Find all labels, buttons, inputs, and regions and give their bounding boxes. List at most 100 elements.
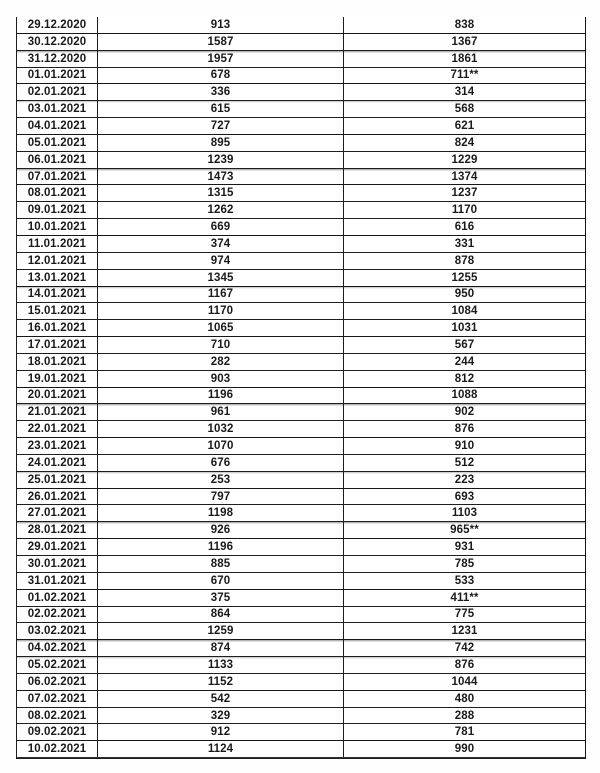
date-cell: 18.01.2021 [17,353,98,370]
date-cell: 05.02.2021 [17,657,98,673]
date-cell: 29.01.2021 [17,539,98,555]
value-1-cell: 374 [98,235,344,252]
date-cell: 03.01.2021 [17,101,98,118]
value-2-cell: 838 [454,18,475,31]
value-1-cell: 375 [98,589,344,606]
date-cell: 10.02.2021 [17,741,98,758]
table-row: 18.01.2021 282 244 [17,353,585,371]
date-cell: 17.01.2021 [17,337,98,353]
value-2-cell: 693 [454,490,475,503]
value-2-cell: 824 [454,136,475,149]
table-row: 06.02.2021 1152 1044 [17,673,585,691]
table-row: 02.02.2021 864 775 [17,606,585,624]
value-1-cell: 615 [98,101,344,118]
value-2-cell: 1088 [451,389,478,402]
table-row: 05.02.2021 1133 876 [17,657,585,674]
value-1-cell: 1315 [98,185,344,202]
value-2-cell: 567 [454,338,475,351]
table-row: 17.01.2021 710 567 [17,337,585,354]
table-row: 27.01.2021 1198 1103 [17,505,585,523]
value-1-cell: 1239 [98,151,344,168]
table-row: 08.01.2021 1315 1237 [17,185,585,203]
value-1-cell: 1259 [98,623,344,640]
value-1-cell: 903 [98,370,344,387]
value-2-cell: 244 [454,355,475,368]
date-cell: 14.01.2021 [17,286,98,303]
value-1-cell: 1345 [98,269,344,286]
date-cell: 26.01.2021 [17,488,98,505]
date-cell: 06.02.2021 [17,673,98,690]
date-cell: 25.01.2021 [17,471,98,488]
value-1-cell: 1065 [98,320,344,337]
table-row: 10.01.2021 669 616 [17,219,585,236]
value-2-cell: 533 [454,574,475,587]
date-cell: 01.01.2021 [17,67,98,84]
date-cell: 19.01.2021 [17,370,98,387]
value-1-cell: 864 [98,606,344,623]
table-row: 10.02.2021 1124 990 [17,741,585,758]
value-1-cell: 1133 [98,657,344,673]
table-row: 07.02.2021 542 480 [17,690,585,708]
value-2-cell: 411** [450,591,479,604]
table-row: 25.01.2021 253 223 [17,471,585,489]
table-row: 08.02.2021 329 288 [17,707,585,725]
date-cell: 31.01.2021 [17,572,98,589]
table-row: 23.01.2021 1070 910 [17,438,585,455]
table-row: 28.01.2021 926 965** [17,522,585,540]
value-2-cell: 812 [454,372,475,385]
value-2-cell: 785 [454,557,475,570]
value-2-cell: 1170 [451,204,478,217]
value-2-cell: 1103 [451,507,478,520]
table-row: 30.12.2020 1587 1367 [17,33,585,51]
date-cell: 10.01.2021 [17,219,98,235]
date-cell: 22.01.2021 [17,421,98,438]
table-row: 22.01.2021 1032 876 [17,421,585,439]
value-1-cell: 669 [98,219,344,235]
value-2-cell: 621 [454,119,475,132]
date-cell: 01.02.2021 [17,589,98,606]
value-1-cell: 1473 [98,168,344,185]
value-2-cell: 1084 [451,305,478,318]
date-cell: 30.12.2020 [17,33,98,50]
value-2-cell: 781 [454,726,475,739]
value-1-cell: 1262 [98,202,344,219]
date-cell: 31.12.2020 [17,50,98,67]
date-cell: 28.01.2021 [17,522,98,539]
value-2-cell: 480 [454,692,475,705]
value-1-cell: 710 [98,337,344,353]
date-cell: 07.01.2021 [17,168,98,185]
table-row: 12.01.2021 974 878 [17,252,585,270]
value-2-cell: 568 [454,103,475,116]
value-2-cell: 950 [454,288,475,301]
value-1-cell: 961 [98,404,344,421]
value-1-cell: 253 [98,471,344,488]
value-2-cell: 775 [454,608,475,621]
date-cell: 08.01.2021 [17,185,98,202]
table-row: 01.02.2021 375 411** [17,589,585,607]
value-1-cell: 727 [98,118,344,134]
value-2-cell: 223 [454,473,475,486]
table-row: 14.01.2021 1167 950 [17,286,585,304]
value-2-cell: 1374 [451,170,478,183]
value-2-cell: 876 [454,658,475,671]
date-cell: 21.01.2021 [17,404,98,421]
table-row: 06.01.2021 1239 1229 [17,151,585,169]
date-cell: 11.01.2021 [17,235,98,252]
table-row: 30.01.2021 885 785 [17,556,585,573]
value-1-cell: 1167 [98,286,344,303]
value-2-cell: 878 [454,254,475,267]
value-2-cell: 902 [454,406,475,419]
value-1-cell: 676 [98,454,344,471]
date-cell: 24.01.2021 [17,454,98,471]
table-row: 13.01.2021 1345 1255 [17,269,585,287]
value-1-cell: 1957 [98,50,344,67]
value-1-cell: 974 [98,252,344,269]
date-cell: 20.01.2021 [17,387,98,404]
value-1-cell: 1170 [98,303,344,320]
value-2-cell: 1255 [451,271,478,284]
value-2-cell: 288 [454,709,475,722]
date-cell: 05.01.2021 [17,134,98,151]
date-cell: 06.01.2021 [17,151,98,168]
value-1-cell: 1152 [98,673,344,690]
